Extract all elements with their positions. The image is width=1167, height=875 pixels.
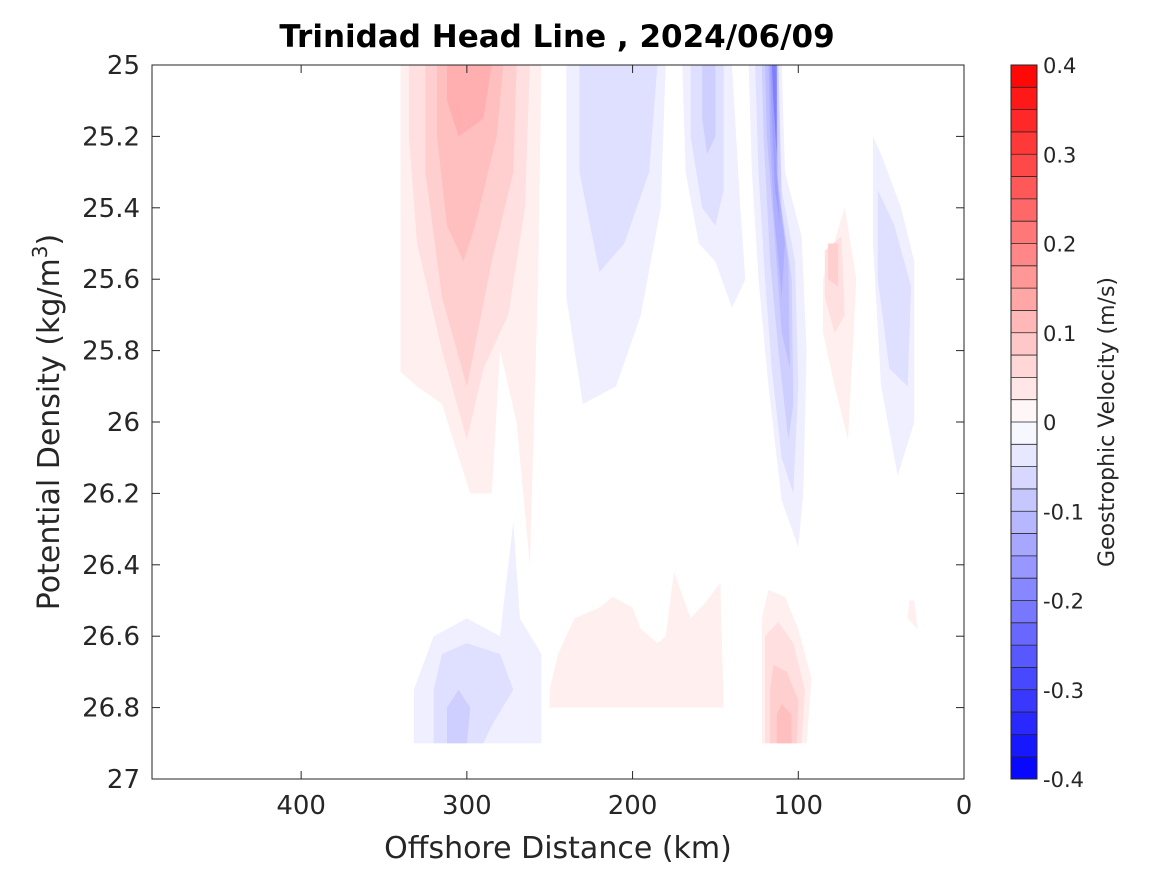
y-tick-label: 25 xyxy=(107,51,140,81)
colorbar-segment xyxy=(1011,109,1037,133)
y-axis-label: Potential Density (kg/m3) xyxy=(28,234,67,610)
y-tick-label: 25.2 xyxy=(82,122,140,152)
contour-region xyxy=(447,689,471,744)
colorbar-segment xyxy=(1011,176,1037,200)
colorbar-segment xyxy=(1011,756,1037,780)
colorbar-segment xyxy=(1011,734,1037,757)
x-axis-label: Offshore Distance (km) xyxy=(384,831,732,866)
colorbar-segment xyxy=(1011,444,1037,467)
contour-fill-layer xyxy=(400,65,918,744)
y-tick-label: 26 xyxy=(107,408,140,438)
colorbar: 0.4 0.3 0.2 0.1 0 -0.1 -0.2 -0.3 -0.4 xyxy=(1010,54,1084,792)
x-tick-label: 0 xyxy=(956,791,973,821)
contour-region xyxy=(776,704,792,744)
contour-region xyxy=(877,190,911,387)
contour-region xyxy=(771,65,777,155)
colorbar-segment xyxy=(1011,622,1037,646)
colorbar-tick-label: -0.4 xyxy=(1043,768,1084,792)
colorbar-segment xyxy=(1011,645,1037,668)
y-tick-label: 25.6 xyxy=(82,265,140,295)
colorbar-tick-label: -0.2 xyxy=(1043,590,1084,614)
colorbar-segment xyxy=(1011,355,1037,378)
y-tick-label: 26.6 xyxy=(82,622,140,652)
colorbar-segment xyxy=(1011,131,1037,155)
y-tick-label: 27 xyxy=(107,765,140,795)
chart-title: Trinidad Head Line , 2024/06/09 xyxy=(279,19,834,55)
colorbar-tick-label: 0.4 xyxy=(1043,54,1076,78)
colorbar-segment xyxy=(1011,555,1037,579)
contour-region xyxy=(907,600,918,630)
colorbar-tick-label: 0.2 xyxy=(1043,233,1076,257)
y-tick-label: 26.2 xyxy=(82,479,140,509)
colorbar-tick-label: 0.1 xyxy=(1043,322,1076,346)
colorbar-tick-label: -0.3 xyxy=(1043,679,1084,703)
contour-region xyxy=(447,65,492,137)
y-tick-label: 25.4 xyxy=(82,194,140,224)
colorbar-segment xyxy=(1011,377,1037,400)
x-tick-label: 100 xyxy=(773,791,823,821)
y-tick-label: 25.8 xyxy=(82,337,140,367)
colorbar-label: Geostrophic Velocity (m/s) xyxy=(1095,277,1120,567)
colorbar-tick-label: 0 xyxy=(1043,411,1056,435)
y-axis-label-suffix: ) xyxy=(32,234,67,246)
colorbar-frame xyxy=(1010,64,1038,780)
colorbar-segment xyxy=(1011,198,1037,222)
colorbar-tick-label: -0.1 xyxy=(1043,500,1084,524)
colorbar-segment xyxy=(1011,689,1037,713)
contour-region xyxy=(549,571,724,708)
colorbar-segment xyxy=(1011,488,1037,512)
colorbar-segment xyxy=(1011,65,1037,88)
contour-region xyxy=(770,65,781,226)
colorbar-segment xyxy=(1011,712,1037,735)
y-tick-label: 26.4 xyxy=(82,551,140,581)
colorbar-segment xyxy=(1011,667,1037,691)
colorbar-segment xyxy=(1011,265,1037,289)
colorbar-segment xyxy=(1011,399,1037,423)
x-tick-label: 200 xyxy=(608,791,658,821)
colorbar-segment xyxy=(1011,511,1037,534)
x-tick-label: 400 xyxy=(276,791,326,821)
colorbar-segment xyxy=(1011,310,1037,334)
x-axis-ticks: 400 300 200 100 0 xyxy=(276,65,972,821)
plot-area: 400 300 200 100 0 25 25.2 25.4 25.6 25.8 26 26.2 26… xyxy=(82,51,972,821)
colorbar-segment xyxy=(1011,578,1037,601)
colorbar-segment xyxy=(1011,154,1037,177)
colorbar-tick-label: 0.3 xyxy=(1043,143,1076,167)
y-axis-label-superscript: 3 xyxy=(28,245,52,258)
y-tick-label: 26.8 xyxy=(82,694,140,724)
colorbar-segment xyxy=(1011,288,1037,311)
x-tick-label: 300 xyxy=(442,791,492,821)
contour-region xyxy=(579,65,658,273)
contour-region xyxy=(702,65,716,155)
y-axis-label-text: Potential Density (kg/m xyxy=(32,258,67,610)
colorbar-segment xyxy=(1011,221,1037,244)
colorbar-segment xyxy=(1011,422,1037,445)
colorbar-segment xyxy=(1011,600,1037,624)
colorbar-segment xyxy=(1011,332,1037,356)
colorbar-segment xyxy=(1011,243,1037,267)
colorbar-segment xyxy=(1011,466,1037,490)
colorbar-segment xyxy=(1011,87,1037,110)
contour-region xyxy=(828,243,839,287)
colorbar-segment xyxy=(1011,533,1037,557)
y-axis-ticks: 25 25.2 25.4 25.6 25.8 26 26.2 26.4 26.6 26.8 27 xyxy=(82,51,964,795)
